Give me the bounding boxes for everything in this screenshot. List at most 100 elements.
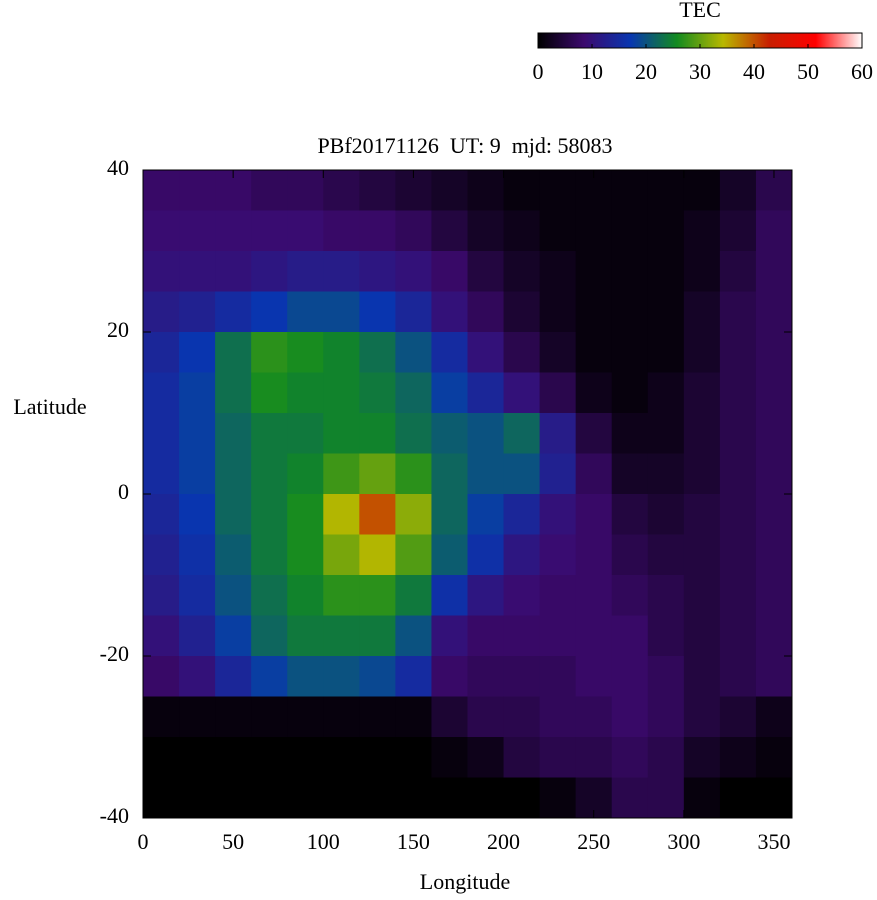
heat-cell (467, 575, 505, 616)
heat-cell (359, 453, 396, 495)
heat-cell (143, 575, 180, 616)
heat-cell (539, 291, 577, 333)
heat-cell (467, 737, 505, 778)
heat-cell (611, 777, 649, 819)
heat-cell (395, 696, 432, 738)
heat-cell (503, 737, 541, 778)
heat-cell (719, 777, 757, 819)
heat-cell (611, 251, 649, 292)
heat-cell (431, 615, 468, 657)
heat-cell (755, 413, 793, 454)
heat-cell (647, 291, 685, 333)
heat-cell (143, 534, 180, 576)
heat-cell (683, 453, 721, 495)
heat-cell (467, 696, 505, 738)
heat-cell (215, 737, 252, 778)
heat-cell (359, 534, 396, 576)
heat-cell (467, 453, 505, 495)
heat-cell (287, 656, 324, 697)
heat-cell (575, 575, 613, 616)
heat-cell (359, 777, 396, 819)
heat-cell (755, 251, 793, 292)
colorbar-tick-label: 0 (533, 59, 544, 84)
heat-cell (431, 372, 468, 414)
heat-cell (575, 494, 613, 535)
heat-cell (251, 615, 288, 657)
heat-cell (683, 777, 721, 819)
heat-cell (467, 494, 505, 535)
heat-cell (611, 170, 649, 211)
heat-cell (395, 575, 432, 616)
heat-cell (251, 534, 288, 576)
heat-cell (467, 534, 505, 576)
heat-cell (323, 251, 360, 292)
heat-cell (431, 696, 468, 738)
heat-cell (323, 615, 360, 657)
heat-cell (323, 494, 360, 535)
heat-cell (575, 696, 613, 738)
heat-cell (287, 615, 324, 657)
heat-cell (179, 777, 216, 819)
heat-cell (359, 737, 396, 778)
heat-cell (395, 372, 432, 414)
heat-cell (143, 332, 180, 373)
heat-cell (323, 453, 360, 495)
heat-cell (251, 696, 288, 738)
heat-cell (395, 656, 432, 697)
colorbar-label: TEC (679, 0, 721, 22)
heat-cell (323, 737, 360, 778)
heat-cell (431, 413, 468, 454)
heat-cell (503, 413, 541, 454)
heat-cell (683, 251, 721, 292)
heat-cell (467, 210, 505, 252)
heat-cell (755, 696, 793, 738)
heat-cell (143, 210, 180, 252)
heat-cell (251, 575, 288, 616)
heat-cell (431, 453, 468, 495)
heat-cell (755, 210, 793, 252)
heat-cell (251, 777, 288, 819)
heat-cell (215, 413, 252, 454)
heat-cell (719, 413, 757, 454)
heat-cell (683, 615, 721, 657)
heat-cell (215, 453, 252, 495)
heat-cell (467, 251, 505, 292)
heat-cell (215, 696, 252, 738)
heat-cell (179, 575, 216, 616)
heat-cell (359, 372, 396, 414)
heat-cell (395, 291, 432, 333)
heat-cell (647, 534, 685, 576)
heat-cell (323, 210, 360, 252)
y-axis-label: Latitude (13, 394, 86, 419)
heat-cell (575, 534, 613, 576)
heat-cell (539, 332, 577, 373)
heat-cell (143, 453, 180, 495)
heat-cell (647, 575, 685, 616)
heat-cell (215, 615, 252, 657)
heat-cell (179, 170, 216, 211)
heat-cell (287, 777, 324, 819)
heat-cell (215, 291, 252, 333)
heat-cell (467, 291, 505, 333)
y-tick-label: 40 (107, 155, 129, 180)
heat-cell (683, 372, 721, 414)
heat-cell (431, 575, 468, 616)
heat-cell (251, 656, 288, 697)
heat-cell (503, 575, 541, 616)
heat-cell (647, 372, 685, 414)
heat-cell (647, 615, 685, 657)
heat-cell (575, 251, 613, 292)
heat-cell (755, 291, 793, 333)
heat-cell (251, 494, 288, 535)
heat-cell (719, 453, 757, 495)
heat-cell (647, 453, 685, 495)
heat-cell (755, 494, 793, 535)
heat-cell (287, 210, 324, 252)
heat-cell (215, 575, 252, 616)
heat-cell (287, 453, 324, 495)
heat-cell (251, 251, 288, 292)
heat-cell (575, 413, 613, 454)
heat-cell (143, 696, 180, 738)
heat-cell (431, 291, 468, 333)
heat-cell (431, 210, 468, 252)
